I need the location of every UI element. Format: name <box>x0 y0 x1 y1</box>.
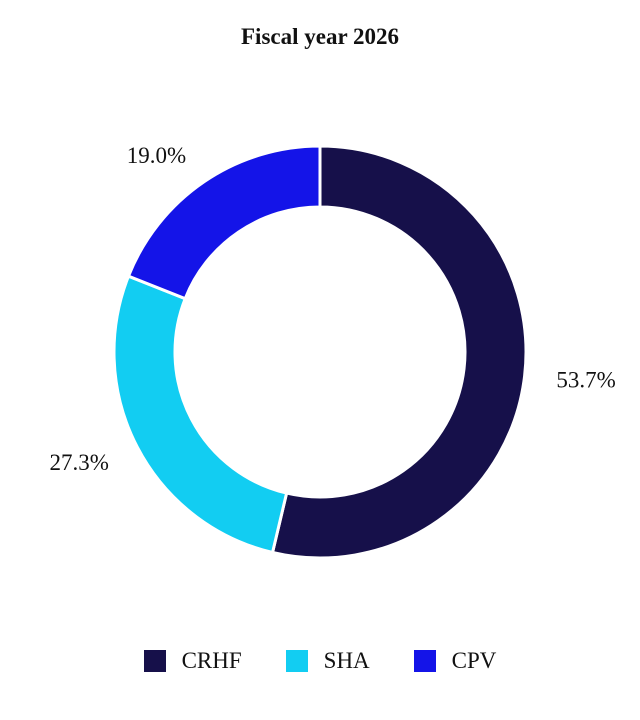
legend-label-sha: SHA <box>323 648 370 673</box>
legend-label-cpv: CPV <box>451 648 497 673</box>
donut-slice-sha[interactable] <box>112 274 289 555</box>
slice-label-cpv: 19.0% <box>127 143 186 168</box>
legend-item-sha[interactable]: SHA <box>285 648 370 674</box>
donut-labels: 53.7% 27.3% 19.0% <box>50 143 616 475</box>
donut-chart: 53.7% 27.3% 19.0% <box>50 143 616 560</box>
legend-swatch-cpv <box>413 650 436 672</box>
slice-label-sha: 27.3% <box>50 450 109 475</box>
donut-slice-crhf[interactable] <box>270 144 528 560</box>
donut-slices <box>112 144 528 560</box>
legend-item-cpv[interactable]: CPV <box>413 648 497 674</box>
legend: CRHF SHA CPV <box>0 648 640 674</box>
legend-swatch-sha <box>285 650 308 672</box>
chart-title: Fiscal year 2026 <box>241 24 399 49</box>
legend-item-crhf[interactable]: CRHF <box>143 648 242 674</box>
legend-swatch-crhf <box>143 650 166 672</box>
slice-label-crhf: 53.7% <box>556 368 615 393</box>
legend-label-crhf: CRHF <box>181 648 242 673</box>
donut-slice-cpv[interactable] <box>126 144 322 301</box>
